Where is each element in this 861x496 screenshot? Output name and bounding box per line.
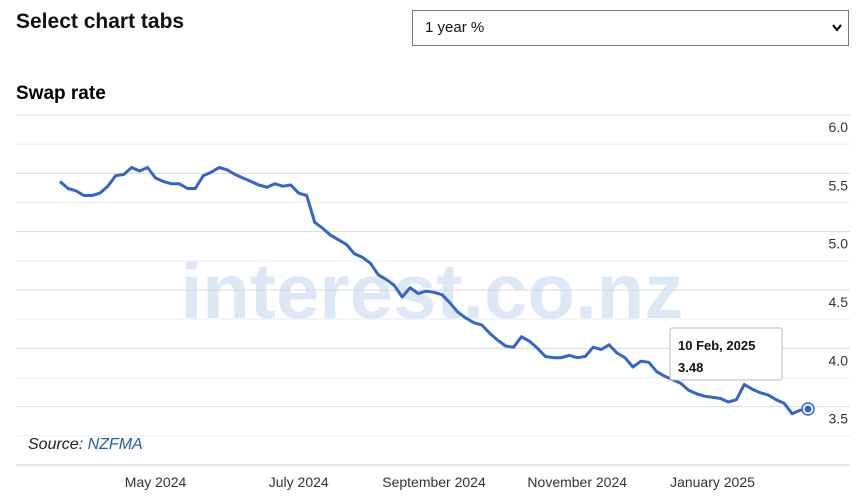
line [59,166,809,416]
y-tick-label: 4.5 [829,294,849,310]
tooltip-label: 10 Feb, 2025 [678,338,755,353]
tooltip-value: 3.48 [678,360,703,375]
tooltip [669,327,783,381]
source-link: NZFMA [88,436,143,453]
chart-title: Swap rate [16,83,106,104]
source: Source: NZFMA [28,436,143,453]
page-title: Select chart tabs [16,10,185,33]
y-tick-label: 5.5 [829,177,849,193]
chart-select[interactable]: 1 year % [412,10,849,46]
select-value: 1 year % [425,19,485,36]
x-tick-label: November 2024 [527,474,627,490]
select-arrow [832,24,842,32]
y-tick-label: 6.0 [829,119,849,135]
x-tick-label: January 2025 [670,474,755,490]
source-label: Source: [28,436,83,453]
x-tick-label: July 2024 [269,474,329,490]
y-tick-label: 5.0 [829,236,849,252]
x-tick-label: September 2024 [382,474,486,490]
y-tick-label: 3.5 [829,411,849,427]
point [804,405,812,413]
y-tick-label: 4.0 [829,352,849,368]
x-tick-label: May 2024 [125,474,187,490]
